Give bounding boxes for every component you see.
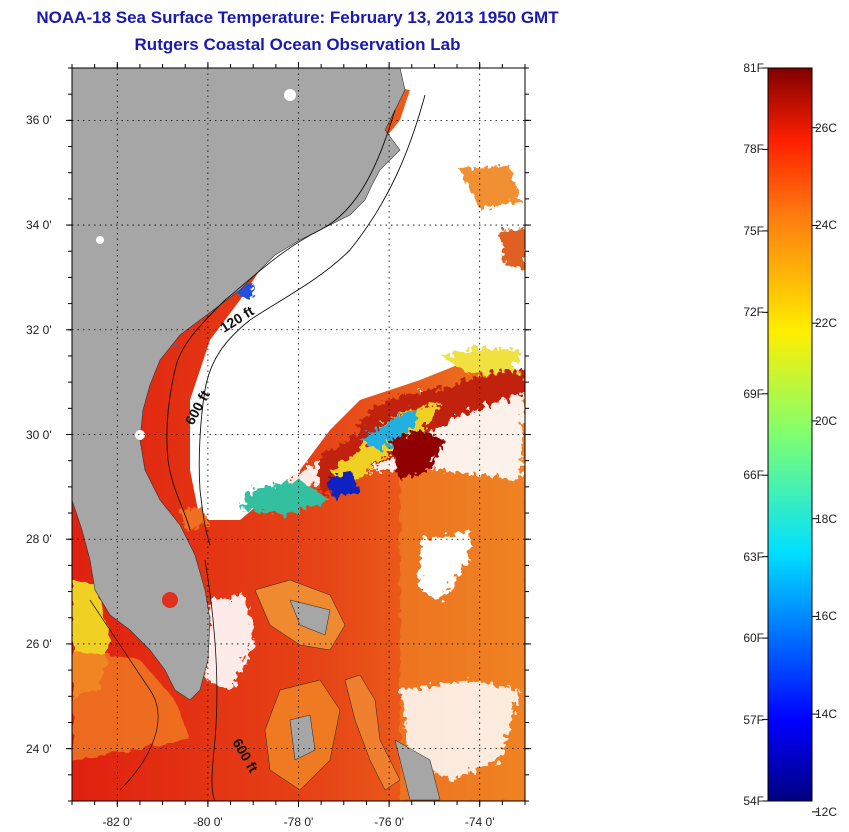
colorbar-label-fahrenheit: 72F (743, 305, 764, 320)
lat-tick-label: 30 0' (26, 427, 52, 442)
colorbar-label-celsius: 24C (815, 218, 838, 233)
colorbar-label-fahrenheit: 81F (743, 61, 764, 75)
lake-okeechobee (162, 592, 178, 608)
colorbar-ticks (762, 67, 818, 813)
colorbar-label-fahrenheit: 75F (743, 223, 764, 238)
map-subtitle: Rutgers Coastal Ocean Observation Lab (134, 35, 461, 54)
colorbar-label-fahrenheit: 54F (743, 794, 764, 808)
grand-bahama-island (289, 599, 331, 636)
lake (135, 430, 145, 440)
lat-tick-label: 36 0' (26, 113, 52, 128)
lon-tick-label: -78 0' (283, 815, 314, 829)
colorbar-label-celsius: 18C (815, 511, 838, 526)
lake (96, 236, 104, 244)
colorbar-label-fahrenheit: 69F (743, 386, 764, 401)
lon-tick-label: -74 0' (464, 815, 495, 829)
colorbar-label-celsius: 20C (815, 413, 838, 428)
exuma-bank (344, 674, 401, 791)
lat-tick-label: 32 0' (26, 322, 52, 337)
map-title: NOAA-18 Sea Surface Temperature: Februar… (36, 8, 559, 27)
colorbar-label-celsius: 26C (815, 120, 838, 135)
colorbar-label-celsius: 16C (815, 609, 838, 624)
lon-tick-label: -76 0' (374, 815, 404, 829)
colorbar-label-fahrenheit: 78F (743, 142, 764, 157)
colorbar-scale (767, 67, 813, 802)
cloud-cover (190, 68, 525, 520)
map-frame (71, 67, 526, 802)
lat-tick-label: 24 0' (26, 741, 52, 756)
land-mainland (72, 68, 406, 701)
contour-600ft (198, 94, 426, 546)
colorbar-label-celsius: 22C (815, 316, 838, 331)
lat-tick-label: 28 0' (26, 532, 52, 547)
graticule (66, 62, 531, 807)
cloud-patch (420, 530, 470, 600)
colorbar-label-celsius: 12C (815, 804, 838, 819)
lon-tick-label: -80 0' (193, 815, 223, 829)
lat-tick-label: 34 0' (26, 218, 52, 233)
colorbar-label-fahrenheit: 63F (743, 549, 764, 564)
cloud-patch (205, 595, 255, 690)
gulf-orange-water (72, 650, 190, 760)
contour-600ft-south (204, 559, 218, 801)
lat-tick-label: 26 0' (26, 636, 52, 651)
lake (284, 89, 296, 101)
cloud-patch (400, 680, 520, 780)
colorbar-label-fahrenheit: 57F (743, 712, 764, 727)
cuba-coast (394, 739, 441, 801)
lon-tick-label: -82 0' (102, 815, 133, 829)
colorbar-label-celsius: 14C (815, 707, 838, 722)
colorbar-label-fahrenheit: 66F (743, 468, 764, 483)
colorbar-label-fahrenheit: 60F (743, 631, 764, 646)
contour-gulf (89, 599, 159, 791)
contour-120ft (166, 109, 396, 531)
